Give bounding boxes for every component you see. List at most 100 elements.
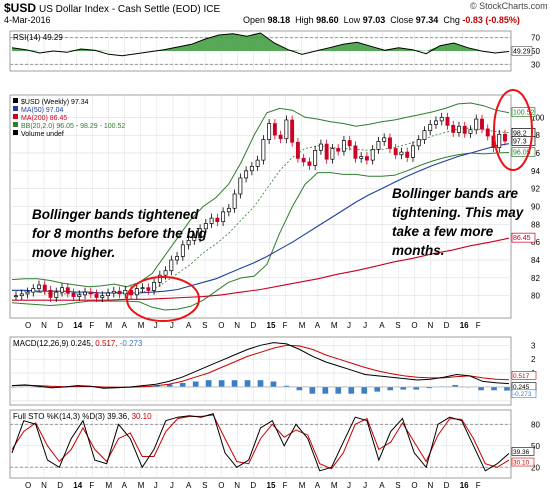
- price-candle: [457, 125, 461, 133]
- sto-x-tick-label: F: [89, 481, 94, 490]
- price-candle: [347, 140, 352, 147]
- price-candle: [152, 281, 157, 291]
- rsi-tick-label: 50: [531, 47, 540, 56]
- rsi-value-label: 49.29: [513, 48, 531, 55]
- price-tick-label: 84: [531, 256, 540, 265]
- price-x-tick-label: A: [186, 321, 192, 330]
- price-candle: [318, 143, 323, 151]
- price-candle: [157, 274, 162, 283]
- price-candle: [341, 140, 346, 152]
- macd-histogram-bar: [10, 386, 18, 388]
- sto-x-tick-label: S: [202, 481, 207, 490]
- sto-x-tick-label: J: [170, 481, 174, 490]
- macd-histogram-bar: [283, 385, 290, 388]
- price-candle: [451, 124, 456, 133]
- sto-value-label: 30.10: [513, 460, 530, 467]
- macd-histogram-bar: [387, 386, 394, 391]
- sto-x-tick-label: M: [106, 481, 113, 490]
- price-x-tick-label: 14: [73, 321, 82, 330]
- price-candle: [474, 118, 479, 131]
- price-candle: [221, 211, 226, 223]
- sto-panel: [9, 409, 512, 479]
- price-candle: [244, 170, 249, 179]
- price-legend-swatch: [13, 130, 18, 135]
- price-candle: [295, 141, 300, 159]
- sto-x-tick-label: J: [363, 481, 367, 490]
- price-tick-label: 98: [531, 131, 540, 140]
- price-candle: [324, 143, 329, 160]
- sto-x-tick-label: A: [379, 481, 385, 490]
- sto-x-tick-label: 16: [460, 481, 469, 490]
- price-legend-entry: MA(200) 86.45: [21, 115, 67, 122]
- price-value-label: 100.52: [513, 110, 535, 117]
- price-value-tag: [511, 232, 536, 243]
- price-candle: [203, 223, 208, 230]
- macd-histogram-bar: [179, 382, 186, 388]
- price-candle: [111, 290, 116, 294]
- macd-histogram-bar: [244, 379, 251, 388]
- rsi-overbought-fill: [12, 33, 509, 51]
- macd-value-label: 0.245: [513, 384, 530, 391]
- sto-x-tick-label: F: [283, 481, 288, 490]
- price-candle: [370, 149, 375, 161]
- price-x-tick-label: F: [476, 321, 481, 330]
- price-candle: [428, 124, 433, 132]
- macd-legend-part: -0.273: [120, 339, 143, 348]
- macd-histogram-bar: [257, 379, 264, 388]
- sto-x-tick-label: O: [25, 481, 31, 490]
- price-tick-label: 82: [531, 274, 540, 283]
- macd-histogram-bar: [361, 386, 368, 395]
- sto-x-tick-label: O: [218, 481, 224, 490]
- price-value-label: 86.45: [513, 235, 531, 242]
- sto-x-tick-label: N: [41, 481, 47, 490]
- bb-middle-line: [11, 127, 510, 295]
- macd-tick-label: 2: [531, 355, 536, 364]
- rsi-line: [11, 32, 510, 57]
- macd-value-tag: [511, 389, 537, 399]
- price-candle: [238, 177, 243, 195]
- price-candle: [65, 287, 70, 294]
- macd-histogram-bar: [374, 386, 381, 392]
- price-candle: [422, 130, 427, 140]
- price-x-tick-label: J: [154, 321, 158, 330]
- price-candle: [175, 256, 180, 261]
- price-x-tick-label: O: [411, 321, 417, 330]
- price-candle: [186, 240, 191, 246]
- price-candle: [284, 119, 289, 140]
- annotation-right: Bollinger bands are tightening. This may…: [392, 186, 524, 258]
- macd-histogram-bar: [438, 386, 446, 388]
- price-legend-swatch: [13, 106, 18, 111]
- price-x-tick-label: S: [202, 321, 207, 330]
- rsi-tick-label: 70: [531, 34, 540, 43]
- price-candle: [215, 217, 220, 223]
- macd-value-tag: [511, 371, 537, 380]
- price-candle: [359, 156, 364, 159]
- price-candle: [88, 291, 93, 295]
- price-candle: [169, 259, 174, 272]
- macd-histogram-bar: [348, 386, 355, 395]
- price-candle: [71, 292, 76, 297]
- price-candle: [497, 133, 502, 148]
- price-x-tick-label: M: [138, 321, 145, 330]
- price-legend-entry: MA(50) 97.04: [21, 107, 64, 114]
- macd-histogram-bar: [503, 386, 511, 391]
- sto-legend-part: Full STO %K(14,3) %D(3) 39.36,: [13, 412, 132, 421]
- price-value-tag: [511, 147, 536, 157]
- price-x-tick-label: M: [106, 321, 113, 330]
- macd-legend-part: 0.517,: [95, 339, 119, 348]
- rsi-tick-label: 30: [531, 60, 540, 69]
- price-x-tick-label: F: [89, 321, 94, 330]
- sto-value-label: 39.36: [513, 449, 530, 456]
- price-value-label: 98.2: [513, 130, 527, 137]
- macd-histogram-bar: [451, 384, 459, 388]
- price-x-tick-label: F: [283, 321, 288, 330]
- price-candle: [353, 145, 358, 159]
- price-value-label: 97.3: [513, 138, 527, 145]
- price-legend-swatch: [13, 122, 18, 127]
- sto-legend: Full STO %K(14,3) %D(3) 39.36, 30.10: [13, 412, 152, 421]
- price-candle: [387, 137, 392, 149]
- sto-x-tick-label: S: [395, 481, 400, 490]
- price-value-tag: [511, 107, 536, 118]
- sto-x-tick-label: O: [411, 481, 417, 490]
